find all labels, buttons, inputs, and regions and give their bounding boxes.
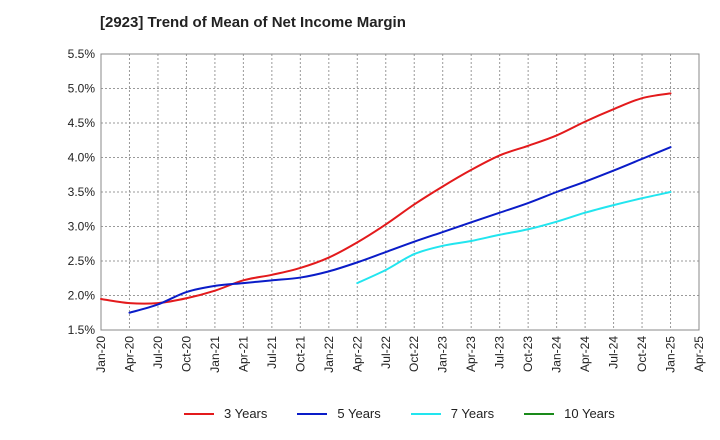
y-tick-label: 5.5%	[68, 47, 96, 61]
chart-title: [2923] Trend of Mean of Net Income Margi…	[100, 14, 406, 31]
legend-swatch	[297, 412, 328, 415]
legend-item-10-years: 10 Years	[524, 406, 615, 421]
x-tick-label: Oct-20	[179, 336, 193, 372]
y-tick-label: 4.5%	[68, 116, 96, 130]
x-tick-label: Oct-24	[635, 336, 649, 372]
x-tick-label: Jan-22	[322, 336, 336, 373]
y-tick-label: 3.5%	[68, 185, 96, 199]
x-tick-label: Jul-24	[607, 336, 621, 369]
y-axis-ticks: 1.5% 2.0% 2.5% 3.0% 3.5% 4.0% 4.5% 5.0% 5.5%	[68, 47, 96, 337]
legend-label: 10 Years	[564, 406, 615, 421]
x-tick-label: Jan-21	[208, 336, 222, 373]
x-tick-label: Jan-25	[664, 336, 678, 373]
series-line-5-years	[128, 146, 672, 314]
x-tick-label: Oct-21	[293, 336, 307, 372]
x-tick-label: Oct-22	[407, 336, 421, 372]
legend-item-7-years: 7 Years	[410, 406, 495, 421]
legend-label: 5 Years	[337, 406, 381, 421]
x-tick-label: Jul-22	[379, 336, 393, 369]
x-tick-label: Jan-24	[550, 336, 564, 373]
legend: 3 Years 5 Years 7 Years 10 Years	[184, 406, 615, 421]
legend-item-3-years: 3 Years	[184, 406, 267, 421]
x-tick-label: Jan-20	[94, 336, 108, 373]
series-layer	[100, 92, 672, 314]
x-tick-label: Jul-21	[265, 336, 279, 369]
x-tick-label: Jul-23	[493, 336, 507, 369]
legend-item-5-years: 5 Years	[297, 406, 381, 421]
legend-swatch	[524, 412, 555, 415]
y-tick-label: 4.0%	[68, 151, 96, 165]
legend-swatch	[184, 412, 214, 415]
x-tick-label: Jan-23	[436, 336, 450, 373]
legend-swatch	[410, 412, 441, 415]
x-tick-label: Oct-23	[521, 336, 535, 372]
x-tick-label: Apr-20	[122, 336, 136, 372]
x-tick-label: Apr-25	[692, 336, 706, 372]
y-tick-label: 3.0%	[68, 220, 96, 234]
y-tick-label: 2.0%	[68, 289, 96, 303]
x-tick-label: Jul-20	[151, 336, 165, 369]
x-tick-label: Apr-24	[578, 336, 592, 372]
y-tick-label: 5.0%	[68, 82, 96, 96]
y-tick-label: 1.5%	[68, 323, 96, 337]
y-tick-label: 2.5%	[68, 254, 96, 268]
x-axis-ticks: Jan-20 Apr-20 Jul-20 Oct-20 Jan-21 Apr-21 Jul-…	[94, 336, 706, 373]
x-tick-label: Apr-22	[350, 336, 364, 372]
x-tick-label: Apr-21	[236, 336, 250, 372]
legend-label: 3 Years	[224, 406, 268, 421]
x-tick-label: Apr-23	[464, 336, 478, 372]
plot-frame	[100, 53, 700, 331]
series-line-3-years	[100, 92, 672, 305]
legend-label: 7 Years	[450, 406, 495, 421]
grid-layer	[101, 54, 699, 330]
series-line-7-years	[356, 191, 672, 285]
